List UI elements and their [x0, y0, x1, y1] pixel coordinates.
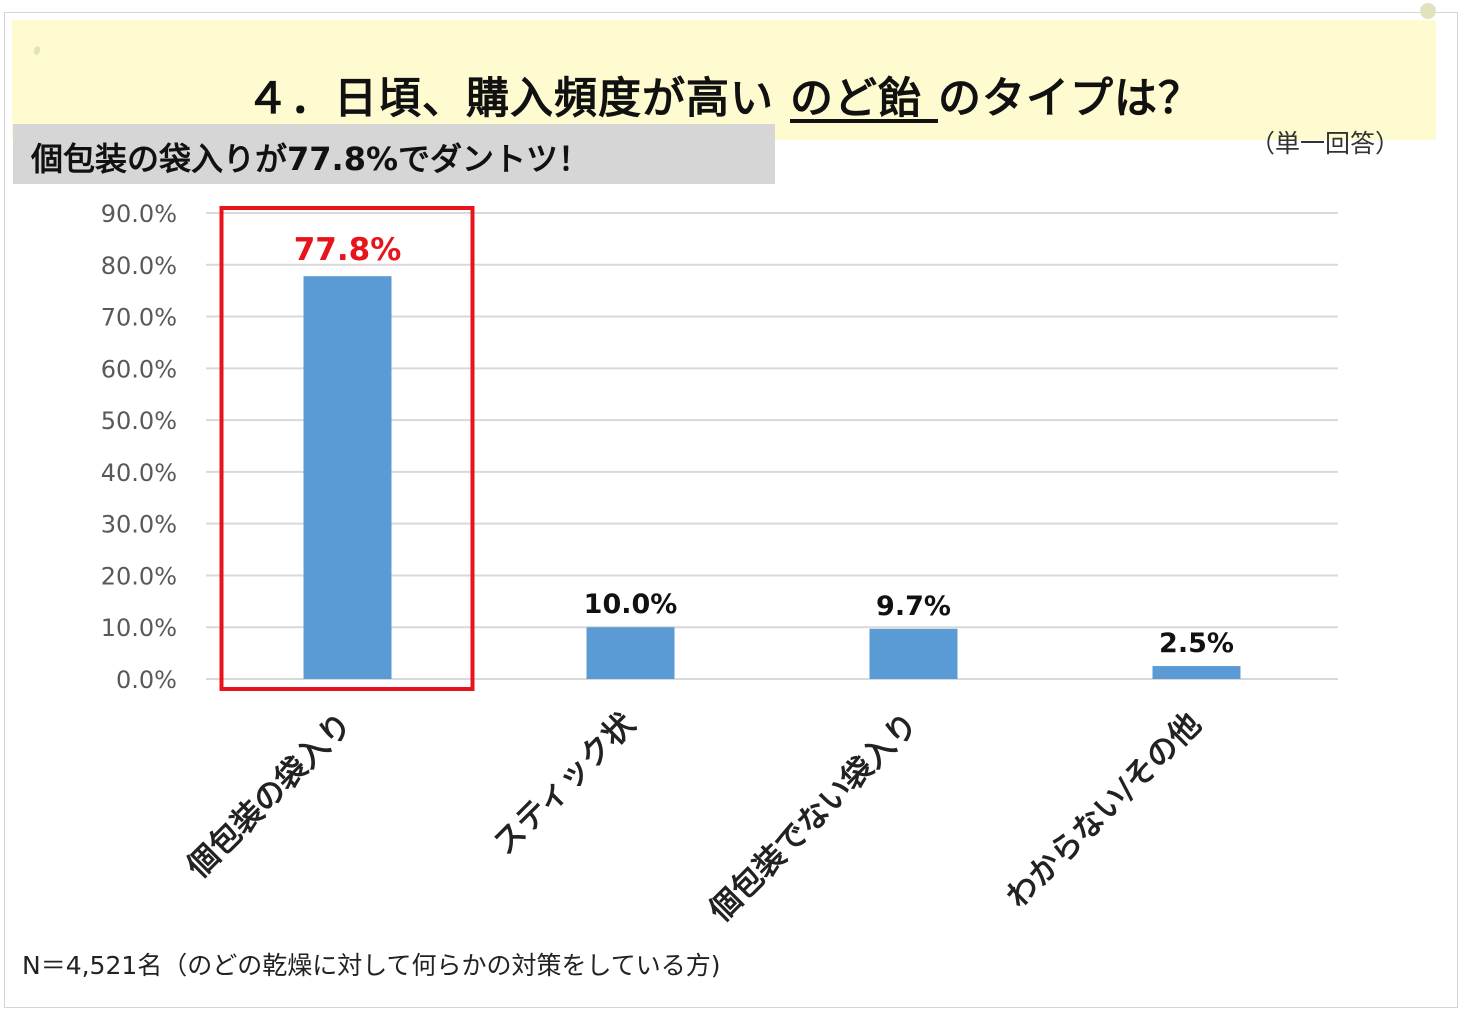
- category-label: スティック状: [486, 705, 642, 861]
- title-suffix: のタイプは？: [937, 74, 1202, 124]
- y-tick-label: 20.0%: [101, 562, 177, 590]
- data-label: 77.8%: [294, 232, 402, 268]
- y-tick-label: 30.0%: [101, 511, 177, 539]
- headline-box: 個包装の袋入りが77.8%でダントツ！: [13, 124, 775, 184]
- title-product: のど飴: [790, 74, 938, 124]
- y-tick-label: 70.0%: [101, 304, 177, 332]
- highlight-box: [219, 206, 475, 691]
- bar: [586, 627, 675, 679]
- y-tick-label: 0.0%: [116, 666, 177, 694]
- data-label: 10.0%: [584, 589, 678, 620]
- data-label: 2.5%: [1159, 628, 1234, 659]
- y-tick-label: 60.0%: [101, 355, 177, 383]
- title-prefix: ４．日頃、購入頻度が高い: [246, 74, 790, 124]
- y-tick-label: 50.0%: [101, 407, 177, 435]
- bar: [869, 628, 958, 679]
- category-label: 個包装でない袋入り: [702, 706, 925, 929]
- category-label: 個包装の袋入り: [180, 706, 360, 886]
- corner-decoration-dot: [1420, 3, 1436, 19]
- page-title: ４．日頃、購入頻度が高い のど飴 のタイプは？: [12, 64, 1436, 126]
- y-tick-label: 10.0%: [101, 614, 177, 642]
- y-tick-label: 40.0%: [101, 459, 177, 487]
- slide-frame: [4, 12, 1458, 1008]
- title-band: ４．日頃、購入頻度が高い のど飴 のタイプは？ （単一回答）: [12, 20, 1436, 158]
- y-tick-label: 90.0%: [101, 200, 177, 228]
- data-label: 9.7%: [876, 591, 951, 622]
- bar: [1152, 666, 1241, 679]
- headline-text: 個包装の袋入りが77.8%でダントツ！: [31, 140, 591, 178]
- category-label: わからない/その他: [999, 706, 1208, 915]
- sample-size-note: N＝4,521名（のどの乾燥に対して何らかの対策をしている方): [22, 951, 721, 980]
- bar: [303, 276, 392, 679]
- answer-type-note: （単一回答）: [1249, 129, 1400, 158]
- y-tick-label: 80.0%: [101, 252, 177, 280]
